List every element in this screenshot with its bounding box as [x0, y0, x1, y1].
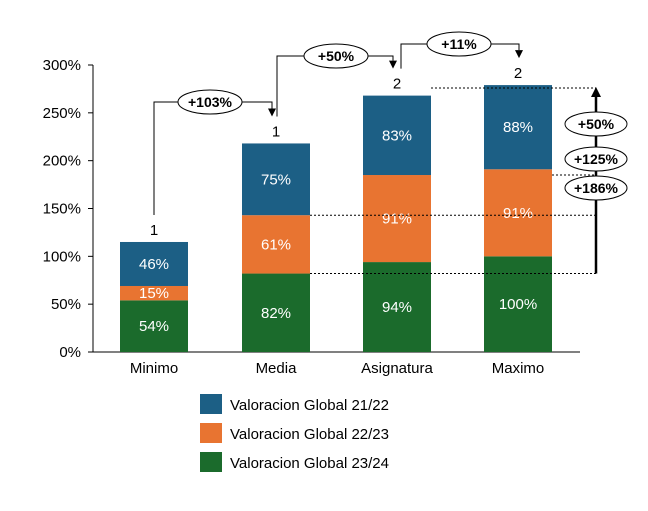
step-annotation-label: +11%: [441, 36, 477, 52]
segment-data-label: 83%: [382, 127, 412, 144]
level-annotation-label: +186%: [574, 180, 619, 196]
y-tick-label: 50%: [51, 296, 81, 313]
segment-data-label: 88%: [503, 119, 533, 136]
bar-segment: [484, 256, 552, 352]
bar-segment: [120, 241, 188, 286]
segment-data-label: 91%: [382, 211, 412, 228]
bar-segment: [242, 273, 310, 352]
legend-swatch: [200, 423, 222, 443]
step-arrow-head: [389, 60, 397, 69]
level-annotation-bubble: [564, 111, 628, 137]
bar-segment: [363, 262, 431, 352]
y-tick-label: 250%: [43, 105, 81, 122]
bar-top-label: 1: [150, 222, 158, 239]
bars: 54% 15% 46% 1 Minimo 82% 61% 75% 1 Media 94% 91% 83%…: [120, 65, 552, 377]
y-tick-label: 100%: [43, 248, 81, 265]
x-category-label: Minimo: [130, 360, 178, 377]
level-annotation-label: +125%: [574, 151, 619, 167]
segment-data-label: 46%: [139, 256, 169, 273]
y-tick-label: 150%: [43, 201, 81, 218]
segment-data-label: 82%: [261, 305, 291, 322]
bar-segment: [242, 143, 310, 216]
segment-data-label: 61%: [261, 236, 291, 253]
annotations: +50% +125% +186% +103% +50% +11%: [153, 31, 628, 274]
legend-swatch: [200, 452, 222, 472]
legend-swatch: [200, 394, 222, 414]
segment-data-label: 15%: [139, 285, 169, 302]
x-category-label: Media: [256, 360, 298, 377]
step-annotation-label: +103%: [188, 94, 233, 110]
legend-label: Valoracion Global 23/24: [230, 455, 389, 472]
x-category-label: Maximo: [492, 360, 545, 377]
y-axis: 0% 50% 100% 150% 200% 250% 300%: [43, 57, 580, 361]
bar-segment: [120, 285, 188, 301]
y-tick-label: 300%: [43, 57, 81, 74]
segment-data-label: 100%: [499, 296, 537, 313]
level-arrow-head: [591, 86, 601, 97]
y-tick-label: 0%: [59, 344, 81, 361]
segment-data-label: 94%: [382, 299, 412, 316]
legend-label: Valoracion Global 21/22: [230, 397, 389, 414]
bar-segment: [242, 215, 310, 274]
step-arrow-head: [515, 50, 523, 59]
bar-segment: [363, 175, 431, 263]
x-category-label: Asignatura: [361, 360, 433, 377]
bar-segment: [363, 95, 431, 176]
step-annotation-bubble: [303, 43, 369, 69]
bar-top-label: 2: [514, 65, 522, 82]
reference-lines: [310, 87, 596, 275]
step-annotation-label: +50%: [318, 48, 355, 64]
bar-segment: [484, 85, 552, 170]
step-annotation-bubble: [426, 31, 492, 57]
segment-data-label: 54%: [139, 318, 169, 335]
level-annotation-label: +50%: [578, 116, 615, 132]
legend: Valoracion Global 21/22 Valoracion Global…: [200, 394, 389, 472]
level-annotation-bubble: [564, 146, 628, 172]
segment-data-label: 91%: [503, 205, 533, 222]
bar-segment: [120, 300, 188, 352]
segment-data-label: 75%: [261, 171, 291, 188]
bar-top-label: 2: [393, 76, 401, 93]
bar-segment: [484, 169, 552, 257]
step-arrow-head: [268, 108, 276, 117]
legend-label: Valoracion Global 22/23: [230, 426, 389, 443]
level-annotation-bubble: [564, 175, 628, 201]
bar-top-label: 1: [272, 123, 280, 140]
step-annotation-bubble: [177, 89, 243, 115]
y-tick-label: 200%: [43, 153, 81, 170]
